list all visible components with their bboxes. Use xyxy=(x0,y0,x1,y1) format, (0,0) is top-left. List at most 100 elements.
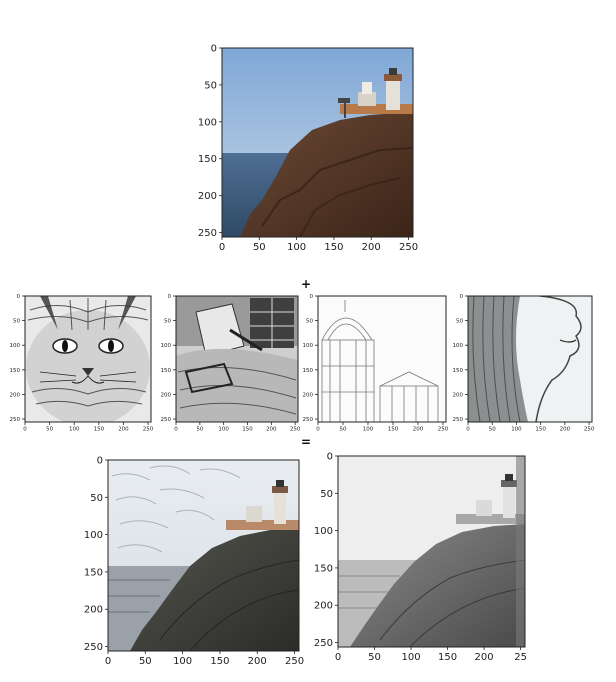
x-tick-label: 0 xyxy=(105,656,111,667)
x-tick-label: 250 xyxy=(438,427,449,433)
y-tick-label: 250 xyxy=(453,417,464,423)
y-tick-label: 250 xyxy=(84,642,103,653)
y-tick-label: 0 xyxy=(327,452,333,463)
y-tick-label: 100 xyxy=(198,117,217,128)
x-tick-label: 100 xyxy=(173,656,192,667)
result-1-y-ticks: 0 50 100 150 200 250 xyxy=(84,456,108,653)
y-tick-label: 100 xyxy=(453,343,464,349)
result-plot-1: 0 50 100 150 200 250 0 50 100 150 200 250 xyxy=(84,456,304,668)
x-tick-label: 250 xyxy=(285,656,304,667)
x-tick-label: 25 xyxy=(514,652,527,663)
style-plot-3-frame xyxy=(317,295,447,423)
x-tick-label: 0 xyxy=(466,427,470,433)
style-4-x-ticks: 0 50 100 150 200 250 xyxy=(466,422,595,433)
x-tick-label: 50 xyxy=(340,427,347,433)
y-tick-label: 200 xyxy=(161,392,172,398)
x-tick-label: 250 xyxy=(290,427,301,433)
y-tick-label: 200 xyxy=(84,605,103,616)
y-tick-label: 50 xyxy=(320,489,333,500)
x-tick-label: 0 xyxy=(23,427,27,433)
style-4-y-ticks: 0 50 100 150 200 250 xyxy=(453,294,468,423)
x-tick-label: 50 xyxy=(368,652,381,663)
y-tick-label: 50 xyxy=(13,319,20,325)
y-tick-label: 150 xyxy=(453,368,464,374)
style-2-y-ticks: 0 50 100 150 200 250 xyxy=(161,294,176,423)
y-tick-label: 0 xyxy=(17,294,21,300)
y-tick-label: 250 xyxy=(10,417,21,423)
x-tick-label: 0 xyxy=(219,242,225,253)
y-tick-label: 200 xyxy=(10,392,21,398)
x-tick-label: 50 xyxy=(46,427,53,433)
x-tick-label: 150 xyxy=(210,656,229,667)
result-2-y-ticks: 0 50 100 150 200 250 xyxy=(314,452,338,649)
y-tick-label: 0 xyxy=(460,294,464,300)
y-tick-label: 50 xyxy=(90,493,103,504)
x-tick-label: 100 xyxy=(363,427,374,433)
content-plot-frame xyxy=(221,47,414,238)
style-image-portrait xyxy=(468,296,592,422)
x-tick-label: 250 xyxy=(399,242,418,253)
x-tick-label: 250 xyxy=(143,427,154,433)
y-tick-label: 250 xyxy=(303,417,314,423)
content-y-ticks: 0 50 100 150 200 250 xyxy=(198,44,222,239)
x-tick-label: 50 xyxy=(196,427,203,433)
y-tick-label: 50 xyxy=(306,319,313,325)
x-tick-label: 150 xyxy=(324,242,343,253)
style-image-architecture xyxy=(318,296,446,422)
style-plot-1-frame xyxy=(24,295,152,423)
result-image-grayscale xyxy=(338,456,525,647)
y-tick-label: 150 xyxy=(10,368,21,374)
style-image-room xyxy=(176,296,298,422)
result-image-color xyxy=(108,460,299,651)
style-plot-2: 0 50 100 150 200 250 0 50 100 150 200 250 xyxy=(161,294,301,433)
y-tick-label: 0 xyxy=(97,456,103,467)
y-tick-label: 200 xyxy=(303,392,314,398)
content-image xyxy=(222,48,413,237)
x-tick-label: 200 xyxy=(118,427,129,433)
x-tick-label: 250 xyxy=(584,427,595,433)
style-plot-1: 0 50 100 150 200 250 0 50 100 150 200 250 xyxy=(10,294,154,433)
y-tick-label: 100 xyxy=(161,343,172,349)
y-tick-label: 100 xyxy=(84,530,103,541)
x-tick-label: 150 xyxy=(242,427,253,433)
style-1-y-ticks: 0 50 100 150 200 250 xyxy=(10,294,25,423)
x-tick-label: 200 xyxy=(413,427,424,433)
style-1-x-ticks: 0 50 100 150 200 250 xyxy=(23,422,154,433)
y-tick-label: 200 xyxy=(453,392,464,398)
y-tick-label: 0 xyxy=(310,294,314,300)
y-tick-label: 100 xyxy=(303,343,314,349)
style-plot-2-frame xyxy=(175,295,299,423)
x-tick-label: 200 xyxy=(248,656,267,667)
x-tick-label: 0 xyxy=(335,652,341,663)
y-tick-label: 150 xyxy=(303,368,314,374)
x-tick-label: 0 xyxy=(174,427,178,433)
x-tick-label: 150 xyxy=(388,427,399,433)
y-tick-label: 150 xyxy=(161,368,172,374)
x-tick-label: 0 xyxy=(316,427,320,433)
y-tick-label: 100 xyxy=(314,526,333,537)
x-tick-label: 50 xyxy=(489,427,496,433)
x-tick-label: 200 xyxy=(560,427,571,433)
content-x-ticks: 0 50 100 150 200 250 xyxy=(219,237,418,253)
x-tick-label: 100 xyxy=(511,427,522,433)
y-tick-label: 250 xyxy=(198,228,217,239)
y-tick-label: 100 xyxy=(10,343,21,349)
x-tick-label: 150 xyxy=(535,427,546,433)
y-tick-label: 50 xyxy=(456,319,463,325)
style-plot-4-frame xyxy=(467,295,593,423)
y-tick-label: 0 xyxy=(168,294,172,300)
x-tick-label: 200 xyxy=(475,652,494,663)
x-tick-label: 50 xyxy=(253,242,266,253)
y-tick-label: 250 xyxy=(161,417,172,423)
x-tick-label: 200 xyxy=(362,242,381,253)
x-tick-label: 100 xyxy=(69,427,80,433)
style-2-x-ticks: 0 50 100 150 200 250 xyxy=(174,422,301,433)
x-tick-label: 100 xyxy=(218,427,229,433)
x-tick-label: 100 xyxy=(287,242,306,253)
y-tick-label: 150 xyxy=(198,154,217,165)
y-tick-label: 0 xyxy=(211,44,217,55)
y-tick-label: 50 xyxy=(204,80,217,91)
y-tick-label: 200 xyxy=(314,601,333,612)
